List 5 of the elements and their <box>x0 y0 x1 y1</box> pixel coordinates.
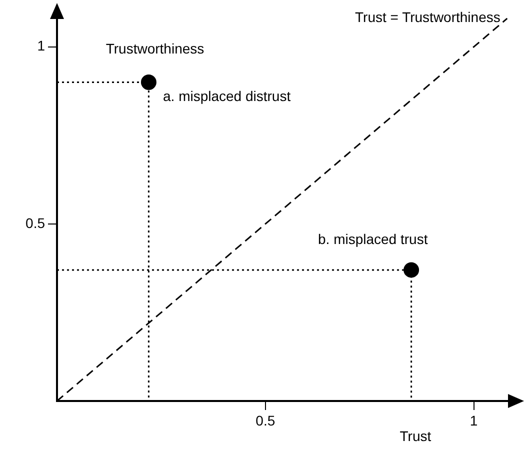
x-axis-title: Trust <box>400 428 432 444</box>
annotation: a. misplaced distrust <box>163 88 291 104</box>
y-axis-title: Trustworthiness <box>106 40 204 56</box>
annotation: b. misplaced trust <box>318 230 428 247</box>
annotation: Trust = Trustworthiness <box>355 8 500 25</box>
